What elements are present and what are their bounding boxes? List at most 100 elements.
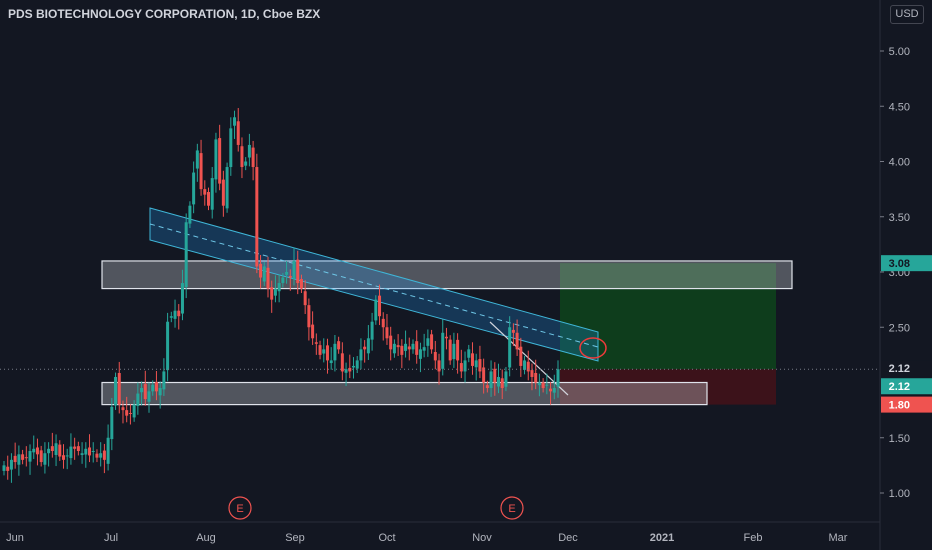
candle-body: [396, 345, 400, 348]
candle-body: [2, 465, 6, 471]
candle-body: [363, 346, 367, 350]
x-tick-label: Jul: [104, 532, 118, 544]
candle-body: [184, 222, 188, 288]
candle-body: [333, 343, 337, 361]
candle-body: [236, 121, 240, 145]
candle-body: [467, 349, 471, 358]
candle-body: [125, 410, 129, 416]
candle-body: [385, 327, 389, 339]
candle-body: [307, 305, 311, 328]
candle-body: [497, 376, 501, 387]
loss-zone: [560, 369, 776, 405]
candle-body: [359, 349, 363, 361]
candle-body: [534, 372, 538, 383]
candle-body: [99, 453, 103, 458]
y-tick-label: 1.50: [889, 433, 910, 445]
entry-price-label-box: [881, 378, 932, 395]
candle-body: [404, 343, 408, 351]
candle-body: [374, 299, 378, 321]
candle-body: [545, 384, 549, 386]
candle-body: [352, 365, 356, 368]
candle-body: [132, 404, 136, 418]
candle-body: [58, 444, 62, 457]
candle-body: [344, 369, 348, 373]
x-tick-label: Sep: [285, 532, 305, 544]
candle-body: [233, 117, 237, 126]
candle-body: [140, 388, 144, 393]
x-tick-label: Feb: [744, 532, 763, 544]
channel-midline: [149, 223, 599, 348]
candle-body: [247, 144, 251, 158]
stop-price-label: 1.80: [889, 400, 910, 412]
candle-body: [73, 446, 77, 449]
candle-body: [370, 321, 374, 340]
candle-body: [69, 446, 73, 459]
candle-body: [259, 263, 263, 278]
candle-body: [214, 139, 218, 180]
candle-body: [195, 150, 199, 169]
currency-button[interactable]: USD: [890, 5, 924, 24]
candle-body: [32, 448, 36, 453]
candle-body: [54, 443, 58, 455]
candle-body: [415, 341, 419, 355]
candle-body: [143, 384, 147, 400]
candle-body: [452, 343, 456, 360]
candle-body: [378, 295, 382, 317]
candle-body: [43, 453, 47, 465]
candle-body: [549, 388, 553, 392]
earnings-marker: [500, 496, 524, 520]
candle-body: [162, 371, 166, 390]
candle-body: [173, 310, 177, 319]
candle-body: [482, 367, 486, 383]
candle-body: [314, 342, 318, 344]
candle-body: [91, 451, 95, 453]
candle-body: [389, 335, 393, 350]
candle-body: [340, 353, 344, 372]
candle-body: [556, 369, 560, 387]
trend-line: [489, 321, 569, 396]
candle-body: [515, 332, 519, 350]
stop-price-label-box: [881, 396, 932, 413]
candle-body: [422, 347, 426, 351]
candle-body: [24, 457, 28, 459]
candle-body: [437, 360, 441, 372]
candle-body: [489, 371, 493, 389]
descending-channel: [149, 207, 599, 362]
candle-body: [117, 372, 121, 405]
candle-body: [28, 451, 32, 462]
candle-body: [322, 349, 326, 354]
candle-body: [84, 448, 88, 455]
candle-body: [180, 283, 184, 314]
candle-body: [39, 450, 43, 463]
y-tick-label: 4.50: [889, 101, 910, 113]
x-tick-label: Nov: [472, 532, 492, 544]
candle-body: [154, 382, 158, 392]
candle-body: [381, 318, 385, 328]
earnings-marker: [228, 496, 252, 520]
x-tick-label: Jun: [6, 532, 24, 544]
candle-body: [17, 454, 21, 465]
candle-body: [552, 388, 556, 393]
candle-body: [400, 345, 404, 355]
candle-body: [541, 382, 545, 389]
candle-body: [47, 448, 51, 454]
candle-body: [337, 341, 341, 350]
x-tick-label: Dec: [558, 532, 578, 544]
candle-body: [13, 455, 17, 463]
candle-body: [229, 128, 233, 168]
candles: [2, 108, 560, 483]
candle-body: [169, 316, 173, 318]
candle-body: [325, 345, 329, 361]
target-price-label-box: [881, 255, 932, 272]
candle-body: [329, 360, 333, 364]
candle-body: [478, 359, 482, 372]
candle-body: [508, 327, 512, 368]
candle-body: [192, 172, 196, 205]
candle-body: [526, 361, 530, 372]
candle-body: [519, 346, 523, 366]
y-tick-label: 4.00: [889, 157, 910, 169]
candle-body: [251, 147, 255, 168]
candle-body: [203, 189, 207, 195]
candle-body: [493, 368, 497, 383]
